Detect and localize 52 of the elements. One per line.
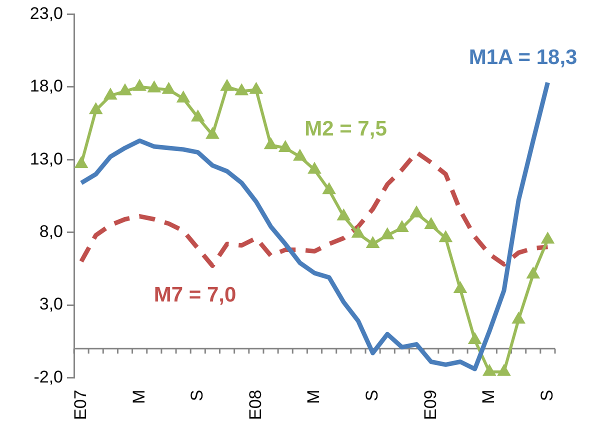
y-tick-label: -2,0	[34, 367, 63, 386]
point	[292, 148, 307, 161]
point	[366, 236, 380, 248]
line-series	[79, 150, 550, 268]
point	[104, 88, 118, 100]
point	[264, 137, 278, 150]
point	[380, 227, 394, 240]
point	[512, 312, 526, 324]
point	[176, 90, 190, 103]
point	[336, 208, 351, 220]
y-tick-label: 13,0	[30, 149, 63, 168]
y-tick-label: 8,0	[39, 222, 63, 242]
point	[308, 162, 322, 174]
point	[540, 232, 555, 244]
y-tick-label: 3,0	[39, 294, 63, 314]
x-tick-label: S	[362, 390, 382, 402]
point	[147, 80, 162, 92]
point	[278, 140, 292, 152]
y-tick-label: 23,0	[30, 4, 63, 23]
x-tick-label: M	[304, 390, 324, 404]
x-tick-label: S	[537, 390, 556, 402]
point	[482, 364, 496, 376]
x-tick-label: S	[188, 390, 207, 402]
point	[526, 266, 540, 279]
point	[453, 281, 468, 294]
series-label: M7 = 7,0	[154, 284, 236, 307]
x-tick-label: E08	[246, 390, 265, 420]
point	[322, 182, 336, 194]
point	[162, 82, 176, 94]
series-label: M2 = 7,5	[304, 117, 388, 140]
point	[351, 226, 366, 238]
point	[118, 83, 132, 96]
x-tick-label: E07	[70, 390, 90, 420]
point	[74, 156, 88, 168]
point	[88, 102, 103, 114]
point	[220, 78, 234, 91]
point	[395, 220, 409, 232]
point	[206, 126, 220, 139]
point	[410, 205, 424, 218]
point	[438, 230, 453, 242]
point	[190, 109, 205, 122]
point	[497, 364, 511, 376]
x-tick-label: M	[479, 390, 498, 404]
x-tick-label: M	[129, 390, 148, 404]
x-tick-label: E09	[420, 390, 440, 420]
point	[249, 82, 264, 94]
series-label: M1A = 18,3	[468, 46, 578, 70]
point	[424, 217, 438, 230]
point	[468, 332, 482, 344]
point	[234, 83, 249, 96]
point	[132, 78, 147, 91]
y-tick-label: 18,0	[30, 76, 63, 96]
